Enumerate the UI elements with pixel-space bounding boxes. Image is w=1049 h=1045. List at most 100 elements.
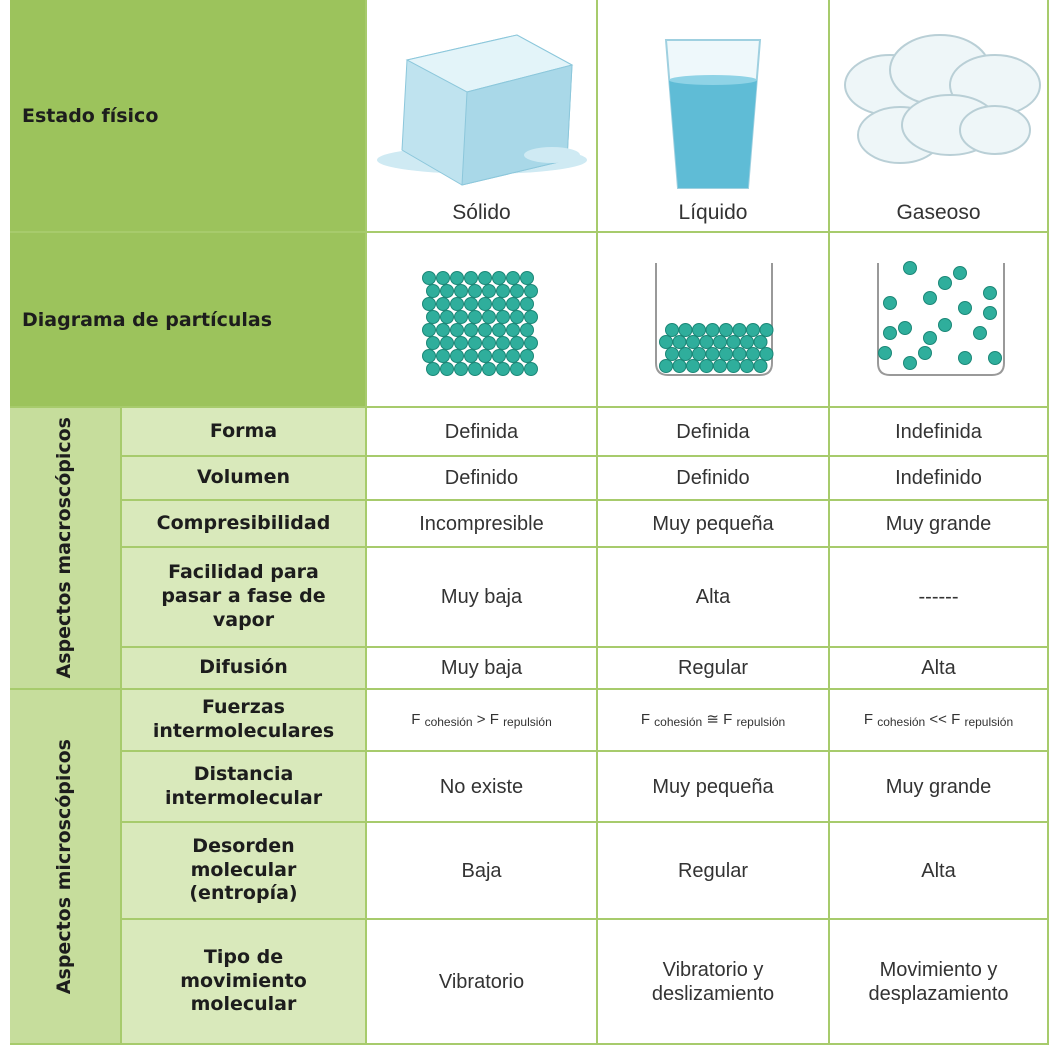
particle <box>713 335 727 349</box>
value-cell: Definido <box>367 457 598 501</box>
force-subscript: cohesión <box>654 714 703 729</box>
particle <box>468 362 482 376</box>
row-label-text: Fuerzas intermoleculares <box>152 696 335 742</box>
particle <box>746 323 760 337</box>
particle <box>422 349 436 363</box>
particle <box>983 306 997 320</box>
value-cell: Baja <box>367 823 598 920</box>
value-text: Definida <box>444 420 519 443</box>
force-relation: F cohesión << F repulsión <box>864 711 1013 729</box>
value-text: Alta <box>921 859 956 882</box>
value-cell: No existe <box>367 752 598 823</box>
value-cell: Muy grande <box>830 501 1049 548</box>
particle <box>883 296 897 310</box>
particle <box>699 335 714 349</box>
particle <box>759 323 774 337</box>
particle <box>482 310 496 324</box>
particle <box>726 359 741 373</box>
particle <box>482 362 496 376</box>
value-text: Indefinido <box>895 467 982 489</box>
value-cell: Muy baja <box>367 548 598 648</box>
particle <box>464 349 478 363</box>
value-text: Alta <box>695 586 731 608</box>
value-text: Vibratorio y deslizamiento <box>651 958 775 1005</box>
value-cell: F cohesión ≅ F repulsión <box>598 690 830 752</box>
row-label-text: Volumen <box>197 466 290 489</box>
particle <box>492 297 506 311</box>
value-cell: F cohesión > F repulsión <box>367 690 598 752</box>
row-label: Difusión <box>122 648 367 690</box>
particle <box>454 284 468 298</box>
value-text: Alta <box>921 657 956 679</box>
row-label-text: Facilidad para pasar a fase de vapor <box>161 561 326 631</box>
particle <box>983 286 997 300</box>
particle <box>759 347 774 361</box>
row-label-text: Diagrama de partículas <box>22 308 273 331</box>
row-label: Distancia intermolecular <box>122 752 367 823</box>
value-text: Definido <box>444 467 519 489</box>
particle <box>454 362 468 376</box>
row-label: Volumen <box>122 457 367 501</box>
gas-particles <box>877 261 1005 376</box>
particle <box>659 335 673 349</box>
value-text: Regular <box>677 657 749 679</box>
row-label-text: Distancia intermolecular <box>164 762 323 809</box>
force-symbol: F <box>951 710 961 728</box>
group-label: Aspectos macroscópicos <box>10 408 122 690</box>
particle <box>753 335 768 349</box>
particle-cell <box>830 233 1049 408</box>
particle-cell <box>598 233 830 408</box>
value-cell: Muy baja <box>367 648 598 690</box>
force-subscript: repulsión <box>964 714 1014 729</box>
row-label: Estado físico <box>10 0 367 233</box>
particle <box>958 351 972 365</box>
particle <box>496 284 510 298</box>
row-label: Desorden molecular (entropía) <box>122 823 367 920</box>
particle <box>938 276 952 290</box>
value-cell: Alta <box>830 823 1049 920</box>
particle <box>678 323 693 337</box>
value-text: Muy grande <box>885 775 992 798</box>
particle <box>665 347 679 361</box>
particle <box>672 359 687 373</box>
particle <box>426 310 440 324</box>
relation: ≅ <box>706 710 719 728</box>
value-cell: Regular <box>598 648 830 690</box>
particle <box>436 349 450 363</box>
particle <box>506 297 520 311</box>
row-label: Fuerzas intermoleculares <box>122 690 367 752</box>
force-subscript: cohesión <box>877 714 926 729</box>
relation: > <box>476 710 486 728</box>
particle <box>482 336 496 350</box>
particle <box>686 359 700 373</box>
state-label: Gaseoso <box>896 201 981 224</box>
particle <box>692 347 706 361</box>
force-subscript: cohesión <box>424 714 473 729</box>
particle <box>454 336 468 350</box>
particle <box>496 362 510 376</box>
particle <box>988 351 1002 365</box>
value-text: Muy grande <box>885 512 992 535</box>
state-cell: Líquido <box>598 0 830 233</box>
value-text: Regular <box>677 859 749 882</box>
particle <box>903 356 917 370</box>
particle <box>478 297 492 311</box>
row-label: Facilidad para pasar a fase de vapor <box>122 548 367 648</box>
value-cell: Definida <box>598 408 830 457</box>
row-label: Diagrama de partículas <box>10 233 367 408</box>
particle <box>478 349 492 363</box>
particle <box>520 349 534 363</box>
row-label-text: Estado físico <box>22 104 159 127</box>
value-text: Baja <box>461 859 502 882</box>
row-label-text: Desorden molecular (entropía) <box>189 834 298 905</box>
particle <box>705 347 720 361</box>
particle <box>464 297 478 311</box>
particle <box>713 359 727 373</box>
state-label: Sólido <box>452 201 511 224</box>
force-relation: F cohesión ≅ F repulsión <box>641 711 785 729</box>
row-label-text: Forma <box>209 419 278 442</box>
particle <box>492 349 506 363</box>
particle <box>426 284 440 298</box>
particle <box>923 331 937 345</box>
